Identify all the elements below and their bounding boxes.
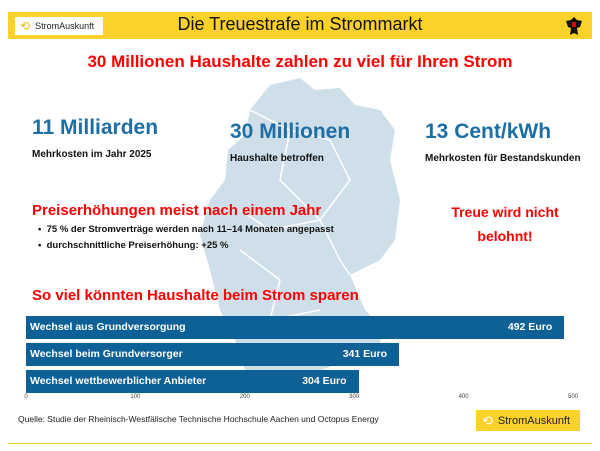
stat-label: Haushalte betroffen — [230, 153, 324, 164]
footer-logo: ⟲ StromAuskunft — [476, 410, 580, 431]
headline: 30 Millionen Haushalte zahlen zu viel fü… — [87, 52, 513, 71]
bar: Wechsel wettbewerblicher Anbieter 304 Eur… — [26, 370, 359, 393]
x-tick-label: 200 — [239, 394, 250, 400]
price-heading: Preiserhöhungen meist nach einem Jahr — [32, 202, 322, 219]
stat-value: 11 Milliarden — [32, 116, 159, 139]
brand-name: StromAuskunft — [35, 21, 95, 31]
bar-value-label: 304 Euro — [302, 375, 347, 387]
page-title: Die Treuestrafe im Strommarkt — [177, 14, 423, 34]
germany-map — [200, 78, 400, 375]
stat-value: 13 Cent/kWh — [425, 120, 552, 143]
bar-value-label: 492 Euro — [507, 321, 553, 333]
chart-title: So viel könnten Haushalte beim Strom spa… — [32, 287, 359, 304]
bullet: • 75 % der Stromverträge werden nach 11–… — [38, 224, 334, 235]
bar-label: Wechsel aus Grundversorgung — [30, 321, 186, 333]
stat-label: Mehrkosten im Jahr 2025 — [32, 149, 152, 160]
brand-logo: ⟲ StromAuskunft — [15, 17, 103, 35]
bar-label: Wechsel beim Grundversorger — [30, 348, 183, 360]
brand-name: StromAuskunft — [497, 414, 571, 427]
logo-swirl-icon: ⟲ — [482, 412, 493, 428]
bar-value-label: 341 Euro — [342, 348, 388, 360]
x-tick-label: 100 — [130, 394, 141, 400]
loyalty-line: Treue wird nicht — [451, 204, 559, 220]
bullet-text: durchschnittliche Preiserhöhung: +25 % — [46, 240, 229, 251]
bullet-text: 75 % der Stromverträge werden nach 11–14… — [46, 224, 334, 235]
footer-divider — [8, 443, 592, 444]
logo-swirl-icon: ⟲ — [20, 19, 31, 33]
stat-label: Mehrkosten für Bestandskunden — [425, 153, 581, 164]
x-tick-label: 400 — [458, 394, 469, 400]
loyalty-line: belohnt! — [477, 228, 533, 244]
x-tick-label: 0 — [24, 394, 28, 400]
header-bar — [8, 12, 592, 39]
source-note: Quelle: Studie der Rheinisch-Westfälisch… — [18, 414, 379, 424]
bar-label: Wechsel wettbewerblicher Anbieter — [30, 375, 207, 387]
bar: Wechsel aus Grundversorgung 492 Euro — [26, 316, 565, 339]
bar: Wechsel beim Grundversorger 341 Euro — [26, 343, 400, 366]
x-tick-label: 300 — [349, 394, 360, 400]
bullet: • durchschnittliche Preiserhöhung: +25 % — [38, 240, 229, 251]
x-tick-label: 500 — [567, 394, 579, 400]
stat-value: 30 Millionen — [230, 120, 351, 143]
german-eagle-icon — [566, 17, 582, 35]
